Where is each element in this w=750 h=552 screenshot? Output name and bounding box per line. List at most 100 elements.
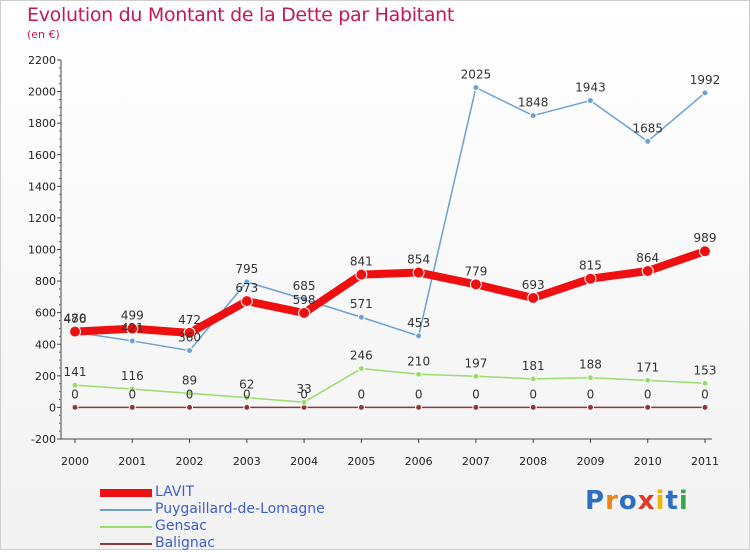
- logo-letter: i: [678, 486, 689, 516]
- data-point: [69, 325, 81, 338]
- data-point: [701, 379, 709, 387]
- legend-item: Balignac: [100, 535, 325, 552]
- legend-item: Puygaillard-de-Lomagne: [100, 501, 325, 518]
- y-tick-label: 1200: [28, 212, 56, 225]
- legend-item: LAVIT: [100, 484, 325, 501]
- x-tick-label: 2006: [405, 455, 433, 468]
- data-label: 841: [350, 255, 373, 269]
- series-layer: [69, 84, 711, 411]
- y-tick-label: 800: [35, 275, 56, 288]
- x-tick-label: 2009: [576, 455, 604, 468]
- data-point: [529, 403, 537, 411]
- data-label: 693: [522, 278, 545, 292]
- data-point: [355, 268, 368, 281]
- data-point: [298, 306, 311, 319]
- data-point: [472, 403, 480, 411]
- y-tick-label: 2200: [28, 54, 56, 67]
- data-label: 0: [243, 387, 251, 401]
- legend-label: Gensac: [155, 518, 207, 534]
- logo-letter: x: [637, 486, 656, 516]
- data-point: [243, 403, 251, 411]
- data-point: [584, 272, 597, 285]
- data-label: 62: [239, 378, 254, 392]
- data-label: 0: [71, 387, 79, 401]
- data-label: 854: [407, 253, 430, 267]
- data-label: 685: [293, 279, 316, 293]
- series-line-puygaillard-de-lomagne: [74, 86, 706, 352]
- data-labels-layer: 480 499 472 673 598 841 854 779 693 815 864 989 476 4…: [64, 68, 721, 402]
- y-tick-label: 2000: [28, 86, 56, 99]
- data-label: 815: [579, 259, 602, 273]
- legend-swatch: [100, 542, 152, 545]
- legend-swatch: [100, 488, 152, 497]
- data-point: [243, 394, 251, 402]
- x-tick-label: 2005: [347, 455, 375, 468]
- data-point: [128, 385, 136, 393]
- data-point: [183, 326, 196, 339]
- data-label: 0: [472, 387, 480, 401]
- data-label: 141: [64, 365, 87, 379]
- legend-swatch: [100, 508, 152, 511]
- data-point: [415, 403, 423, 411]
- data-label: 153: [694, 363, 717, 377]
- data-point: [128, 337, 136, 345]
- data-label: 499: [121, 309, 144, 323]
- data-label: 598: [293, 293, 316, 307]
- logo-letter: t: [665, 486, 679, 516]
- data-point: [126, 322, 139, 335]
- data-point: [586, 97, 594, 105]
- data-label: 0: [300, 387, 308, 401]
- series-line-gensac: [74, 367, 706, 403]
- data-label: 673: [235, 281, 258, 295]
- data-point: [71, 381, 79, 389]
- data-point: [357, 403, 365, 411]
- data-point: [644, 137, 652, 145]
- legend-label: Balignac: [155, 535, 215, 551]
- axes: -200020040060080010001200140016001800200…: [28, 54, 719, 468]
- x-tick-label: 2011: [691, 455, 719, 468]
- x-tick-label: 2001: [118, 455, 146, 468]
- data-point: [415, 332, 423, 340]
- data-point: [128, 403, 136, 411]
- data-label: 0: [358, 387, 366, 401]
- data-label: 571: [350, 297, 373, 311]
- data-point: [186, 403, 194, 411]
- data-label: 421: [121, 321, 144, 335]
- y-tick-label: 1600: [28, 149, 56, 162]
- data-label: 0: [529, 387, 537, 401]
- data-label: 476: [64, 312, 87, 326]
- legend-item: Gensac: [100, 518, 325, 535]
- y-tick-label: 0: [49, 401, 56, 414]
- y-tick-label: 400: [35, 338, 56, 351]
- data-label: 188: [579, 358, 602, 372]
- data-point: [472, 84, 480, 92]
- x-tick-label: 2010: [634, 455, 662, 468]
- y-tick-label: -200: [31, 433, 56, 446]
- legend-label: Puygaillard-de-Lomagne: [155, 501, 325, 517]
- x-tick-label: 2008: [519, 455, 547, 468]
- data-label: 472: [178, 313, 201, 327]
- x-tick-label: 2002: [176, 455, 204, 468]
- logo-letter: P: [585, 486, 606, 516]
- y-tick-label: 1400: [28, 180, 56, 193]
- data-point: [300, 295, 308, 303]
- data-label: 864: [636, 251, 659, 265]
- series-line-lavit: [71, 247, 709, 337]
- data-label: 1992: [690, 73, 721, 87]
- data-label: 33: [296, 382, 311, 396]
- data-point: [357, 313, 365, 321]
- y-tick-label: 1000: [28, 244, 56, 257]
- x-tick-label: 2003: [233, 455, 261, 468]
- data-point: [357, 365, 365, 373]
- data-label: 0: [415, 387, 423, 401]
- data-label: 1848: [518, 96, 549, 110]
- legend-swatch: [100, 525, 152, 528]
- data-point: [300, 398, 308, 406]
- data-point: [527, 291, 540, 304]
- data-label: 89: [182, 373, 197, 387]
- data-label: 0: [128, 387, 136, 401]
- proxiti-logo: Proxiti: [585, 486, 689, 516]
- data-label: 0: [587, 387, 595, 401]
- logo-letter: r: [605, 486, 619, 516]
- x-tick-label: 2000: [61, 455, 89, 468]
